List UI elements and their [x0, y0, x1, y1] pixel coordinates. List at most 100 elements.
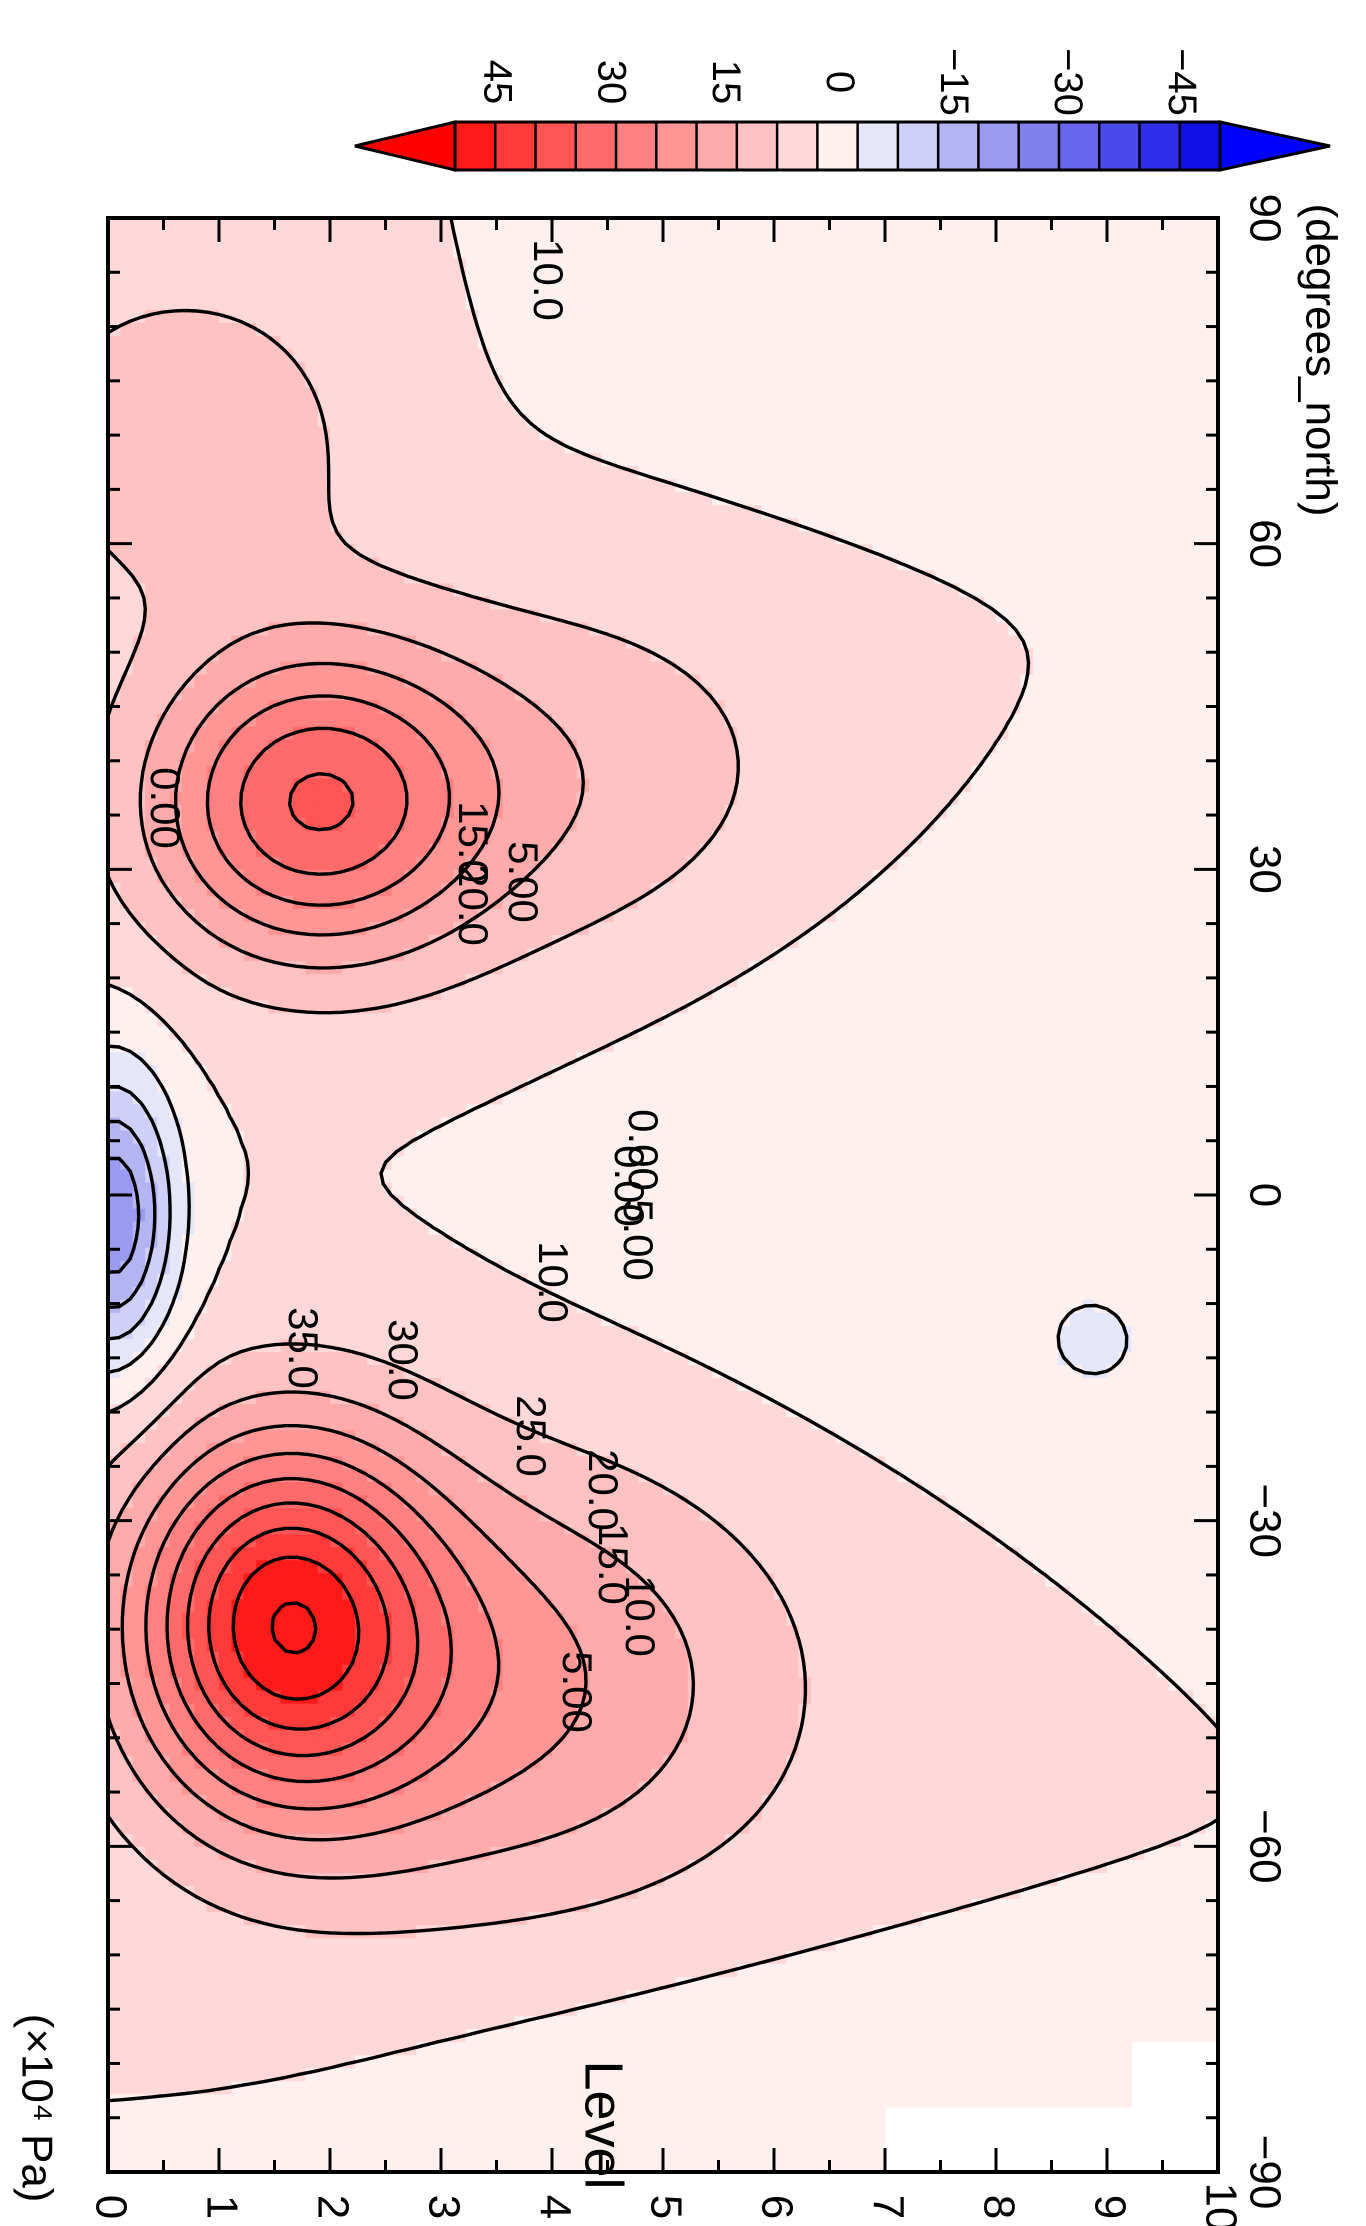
contour-cell — [367, 1416, 380, 1431]
contour-cell — [330, 2067, 343, 2082]
contour-cell — [354, 673, 368, 688]
contour-cell — [367, 1455, 380, 1470]
contour-cell — [367, 595, 380, 610]
contour-cell — [478, 1494, 491, 1509]
contour-cell — [354, 634, 368, 649]
contour-cell — [194, 947, 208, 962]
contour-cell — [243, 1546, 257, 1561]
contour-cell — [268, 270, 282, 284]
contour-cell — [280, 1221, 294, 1235]
contour-cell — [157, 491, 171, 506]
contour-cell — [330, 1273, 343, 1287]
contour-cell — [182, 1963, 195, 1978]
contour-cell — [317, 2002, 331, 2017]
contour-cell — [367, 231, 380, 245]
contour-cell — [280, 1012, 294, 1027]
contour-cell — [145, 1924, 158, 1939]
contour-cell — [379, 1768, 393, 1782]
contour-cell — [490, 1807, 504, 1821]
contour-cell — [157, 270, 171, 284]
contour-cell — [478, 1390, 491, 1405]
contour-cell — [293, 2002, 306, 2017]
contour-cell — [268, 244, 282, 258]
contour-cell — [157, 817, 171, 831]
contour-cell — [367, 1637, 380, 1652]
contour-cell — [317, 2158, 331, 2173]
contour-cell — [465, 778, 479, 792]
contour-cell — [330, 1234, 343, 1248]
contour-cell — [391, 726, 405, 740]
contour-cell — [206, 1950, 220, 1965]
contour-cell — [502, 439, 516, 454]
contour-cell — [428, 387, 442, 401]
contour-cell — [330, 504, 343, 519]
contour-cell — [108, 244, 121, 258]
contour-cell — [145, 1989, 158, 2004]
contour-cell — [194, 1924, 208, 1939]
contour-cell — [169, 921, 183, 936]
contour-cell — [416, 1898, 430, 1913]
contour-cell — [169, 2015, 183, 2030]
contour-cell — [478, 1768, 491, 1782]
contour-cell — [219, 1937, 232, 1952]
contour-cell — [453, 673, 467, 688]
contour-cell — [490, 1820, 504, 1834]
contour-cell — [515, 2054, 528, 2069]
contour-cell — [441, 1403, 454, 1418]
contour-cell — [416, 1025, 430, 1040]
contour-cell — [354, 2145, 368, 2160]
contour-cell — [243, 2132, 257, 2147]
contour-cell — [243, 1742, 257, 1756]
contour-cell — [305, 465, 319, 480]
contour-cell — [305, 2015, 319, 2030]
contour-cell — [379, 257, 393, 271]
contour-cell — [416, 1077, 430, 1092]
contour-cell — [515, 1755, 528, 1769]
contour-cell — [330, 1820, 343, 1834]
contour-cell — [256, 517, 269, 532]
contour-cell — [367, 908, 380, 923]
contour-cell — [219, 1624, 232, 1639]
contour-cell — [256, 335, 269, 349]
contour-cell — [256, 1234, 269, 1248]
contour-cell — [194, 1234, 208, 1248]
contour-cell — [157, 478, 171, 493]
contour-cell — [145, 1051, 158, 1066]
contour-cell — [108, 1442, 121, 1457]
contour-cell — [354, 1455, 368, 1470]
contour-cell — [256, 1755, 269, 1769]
contour-cell — [219, 1755, 232, 1769]
contour-cell — [280, 1963, 294, 1978]
contour-cell — [465, 452, 479, 467]
contour-cell — [194, 765, 208, 779]
contour-cell — [108, 999, 121, 1014]
contour-cell — [354, 1859, 368, 1873]
contour-cell — [145, 296, 158, 310]
contour-cell — [169, 2041, 183, 2056]
contour-cell — [428, 543, 442, 558]
contour-cell — [194, 322, 208, 336]
contour-cell — [280, 439, 294, 454]
contour-cell — [206, 335, 220, 349]
contour-cell — [157, 2002, 171, 2017]
contour-cell — [317, 1429, 331, 1444]
contour-cell — [305, 999, 319, 1014]
contour-cell — [243, 582, 257, 597]
contour-cell — [120, 634, 134, 649]
contour-cell — [280, 283, 294, 297]
contour-cell — [231, 530, 245, 545]
contour-cell — [268, 2015, 282, 2030]
contour-cell — [120, 1481, 134, 1496]
contour-cell — [231, 1247, 245, 1261]
contour-cell — [194, 439, 208, 454]
contour-cell — [404, 1090, 417, 1105]
contour-cell — [391, 556, 405, 571]
contour-cell — [169, 569, 183, 584]
contour-cell — [157, 296, 171, 310]
contour-cell — [330, 1729, 343, 1743]
contour-cell — [502, 1520, 516, 1535]
contour-cell — [379, 1221, 393, 1235]
contour-cell — [219, 1703, 232, 1717]
contour-cell — [219, 1142, 232, 1157]
contour-cell — [145, 986, 158, 1001]
